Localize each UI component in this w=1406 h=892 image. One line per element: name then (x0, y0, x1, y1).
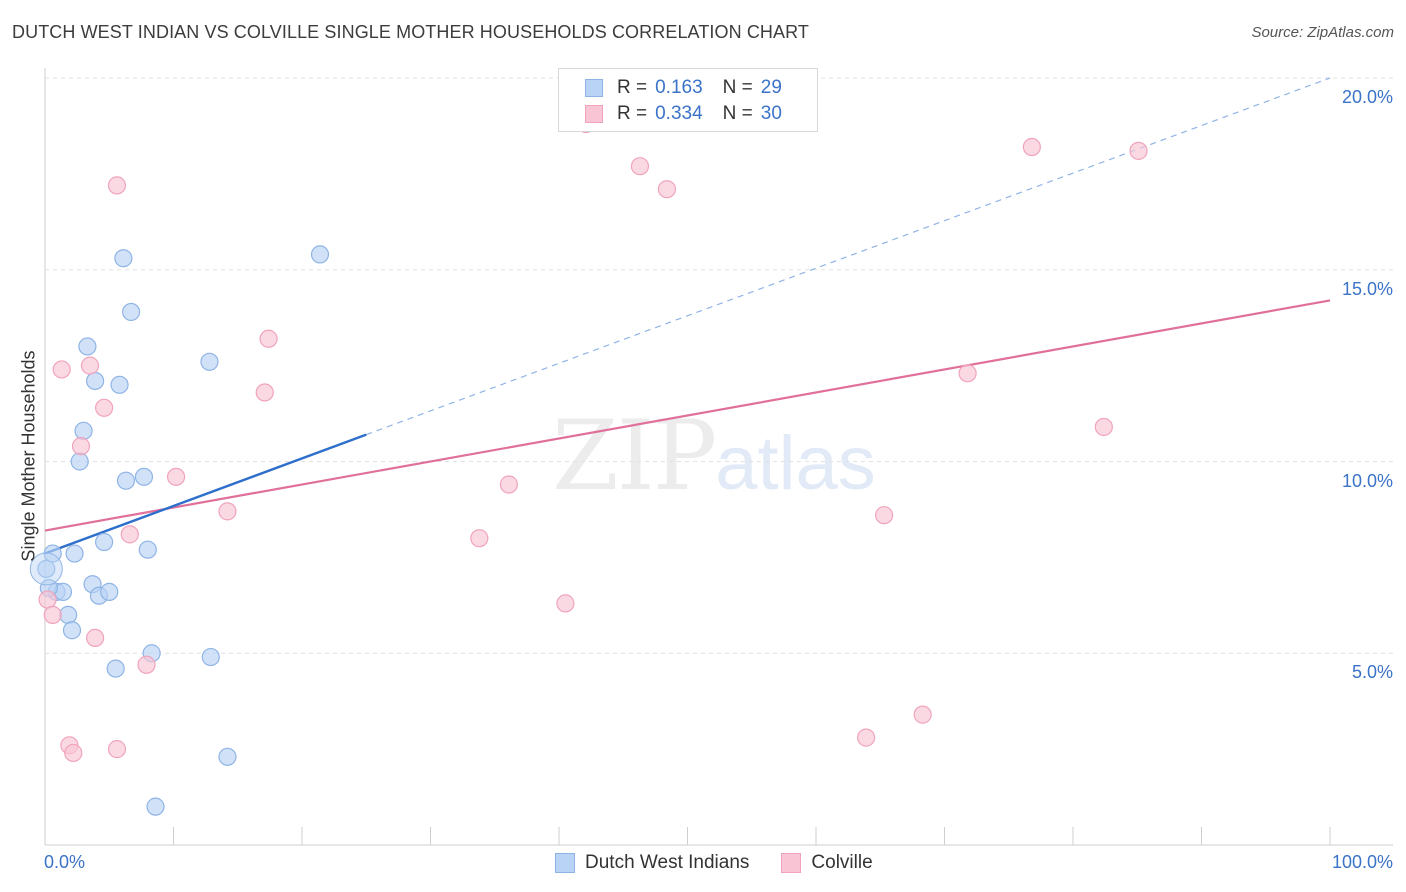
legend-item-dutch-west-indians[interactable]: Dutch West Indians (555, 852, 749, 874)
dutch-west-indian-point (37, 559, 56, 578)
colville-point (857, 728, 876, 747)
colville-point (657, 180, 677, 199)
r-label: R = (617, 77, 648, 98)
dutch-west-indian-point (201, 647, 220, 667)
colville-point (120, 525, 139, 544)
pink-trend-line (44, 299, 1331, 532)
colville-point (630, 157, 650, 176)
y-tick-label: 10.0% (1341, 470, 1393, 491)
colville-point (137, 655, 156, 674)
y-tick-label: 5.0% (1351, 662, 1393, 683)
y-tick-label: 15.0% (1341, 278, 1393, 299)
colville-point (1129, 141, 1148, 160)
colville-point (86, 628, 105, 648)
dutch-west-indian-point (62, 621, 82, 640)
n-value: 29 (760, 77, 782, 98)
colville-point (64, 743, 83, 763)
data-points (29, 114, 1148, 816)
dutch-west-indian-point (121, 302, 141, 322)
dutch-west-indian-point (218, 747, 237, 766)
dutch-west-indian-point (106, 659, 125, 678)
pink-swatch-icon (585, 105, 603, 123)
blue-trend-line (44, 433, 367, 555)
colville-point (218, 502, 237, 521)
r-value: 0.163 (655, 77, 703, 98)
dutch-west-indian-point (74, 421, 93, 440)
trend-lines (44, 77, 1331, 555)
dutch-west-indian-point (59, 605, 78, 625)
colville-point (875, 506, 894, 525)
colville-point (107, 176, 127, 195)
dutch-west-indian-point (95, 532, 114, 552)
colville-point (259, 329, 278, 348)
y-axis-label: Single Mother Households (18, 350, 39, 562)
series-legend: Dutch West Indians Colville (555, 852, 905, 874)
source-label: Source: ZipAtlas.com (1251, 24, 1394, 41)
colville-point (107, 740, 127, 759)
colville-point (470, 529, 489, 548)
dutch-west-indian-point (134, 467, 154, 486)
n-value: 30 (760, 103, 782, 124)
dutch-west-indian-point (86, 371, 105, 391)
dutch-west-indian-point (146, 797, 165, 816)
legend-row-colville: R = 0.334 N = 30 (585, 103, 782, 125)
x-tick-label-max: 100.0% (1331, 852, 1393, 872)
dutch-west-indian-point (70, 452, 89, 471)
dutch-west-indian-point (200, 352, 219, 371)
dutch-west-indian-point (78, 337, 97, 356)
dutch-west-indian-point (100, 582, 119, 601)
colville-point (913, 705, 932, 724)
colville-point (1022, 137, 1041, 157)
dutch-west-indian-point (138, 540, 157, 559)
colville-point (499, 475, 518, 494)
blue-trend-extension (366, 77, 1331, 436)
blue-swatch-icon (585, 79, 603, 97)
y-tick-label: 20.0% (1341, 87, 1393, 107)
colville-point (556, 594, 575, 613)
n-label: N = (722, 103, 753, 124)
n-label: N = (722, 77, 753, 98)
legend-label: Dutch West Indians (585, 852, 750, 873)
legend-label: Colville (811, 852, 873, 873)
legend-row-dutch-west-indians: R = 0.163 N = 29 (585, 77, 782, 99)
dutch-west-indian-point (110, 375, 129, 394)
dutch-west-indian-point (116, 471, 136, 490)
colville-point (71, 437, 91, 456)
colville-point (958, 364, 977, 383)
colville-point (80, 356, 100, 375)
colville-point (166, 467, 186, 486)
dutch-west-indian-point (114, 249, 133, 268)
blue-swatch-icon (555, 853, 575, 873)
grid-lines (45, 77, 1393, 654)
colville-point (38, 590, 57, 609)
watermark-atlas: atlas (715, 421, 876, 506)
colville-point (95, 398, 114, 417)
axes (44, 68, 1393, 846)
x-tick-label-min: 0.0% (44, 852, 86, 872)
dutch-west-indian-cluster-point (29, 552, 63, 586)
r-value: 0.334 (655, 103, 703, 124)
stats-legend: R = 0.163 N = 29 R = 0.334 N = 30 (558, 68, 818, 132)
colville-point (255, 383, 274, 402)
dutch-west-indian-point (43, 544, 62, 563)
pink-swatch-icon (781, 853, 802, 873)
dutch-west-indian-point (65, 544, 84, 563)
watermark-zip: ZIP (552, 400, 717, 512)
colville-point (43, 605, 62, 625)
chart-title: DUTCH WEST INDIAN VS COLVILLE SINGLE MOT… (12, 22, 809, 42)
r-label: R = (617, 103, 648, 124)
watermark: ZIPatlas (552, 400, 876, 512)
legend-item-colville[interactable]: Colville (781, 852, 873, 874)
dutch-west-indian-point (310, 245, 330, 264)
colville-point (52, 360, 71, 379)
colville-point (1094, 417, 1113, 437)
